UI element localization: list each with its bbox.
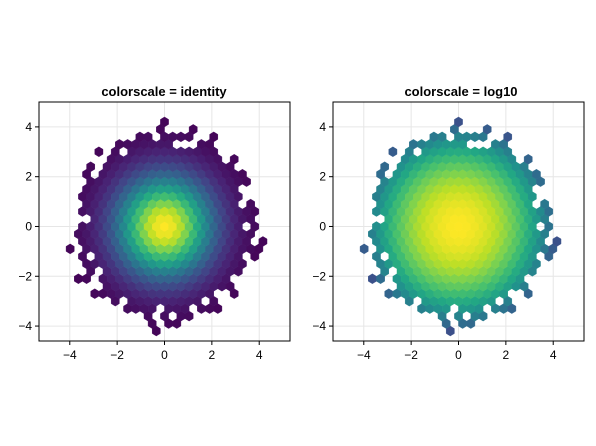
hex-cell [238,168,247,180]
x-axis-ticks: −4 −2 0 2 4 [357,341,557,362]
y-axis-ticks: −4 −2 0 2 4 [18,120,39,333]
hex-cell [74,273,83,284]
y-axis-ticks: −4 −2 0 2 4 [312,120,333,333]
x-tick-label: −4 [63,348,77,362]
x-tick-label: 2 [503,348,510,362]
y-tick-label: −2 [312,269,326,283]
hex-cell [532,168,541,180]
y-tick-label: 0 [319,219,326,233]
x-axis-ticks: −4 −2 0 2 4 [63,341,263,362]
hex-cell [209,131,219,143]
hex-cells [65,116,268,337]
y-tick-label: 2 [25,170,32,184]
y-tick-label: −2 [18,269,32,283]
y-tick-label: −4 [18,319,32,333]
y-tick-label: −4 [312,319,326,333]
hexbin-panel-log10: colorscale = log10 −4 −2 0 2 4 −4 −2 0 2 4 [312,84,585,362]
hex-cell [359,243,369,255]
x-tick-label: 4 [256,348,263,362]
hexbin-panel-identity: colorscale = identity −4 −2 0 2 4 −4 −2 0 2 4 [18,84,291,362]
hex-cell [368,273,377,284]
x-tick-label: 4 [550,348,557,362]
hex-cell [540,198,549,210]
hex-cells [359,116,562,337]
hex-cell [94,146,104,158]
hex-cell [523,154,533,165]
hex-cell [176,131,186,143]
x-tick-label: −4 [357,348,371,362]
x-tick-label: 0 [455,348,462,362]
x-tick-label: 2 [209,348,216,362]
hex-cell [454,116,463,128]
x-tick-label: 0 [161,348,168,362]
x-tick-label: −2 [110,348,124,362]
hex-cell [482,124,492,135]
y-tick-label: 4 [25,120,32,134]
hex-cell [380,161,389,172]
hex-cell [188,124,198,135]
hex-cell [384,288,394,299]
hex-cell [229,154,239,165]
y-tick-label: 0 [25,219,32,233]
chart-title: colorscale = log10 [404,84,517,99]
hex-cell [90,288,100,299]
hex-cell [65,243,75,255]
hex-cell [388,146,398,158]
x-tick-label: −2 [404,348,418,362]
hex-cell [143,131,153,143]
hex-cell [437,131,447,143]
y-tick-label: 4 [319,120,326,134]
hex-cell [552,236,562,247]
hex-cell [503,131,513,143]
hex-cell [160,116,169,128]
hex-cell [258,236,268,247]
hex-cell [86,161,95,172]
hex-cell [470,131,480,143]
y-tick-label: 2 [319,170,326,184]
hex-cell [246,198,255,210]
chart-title: colorscale = identity [101,84,227,99]
